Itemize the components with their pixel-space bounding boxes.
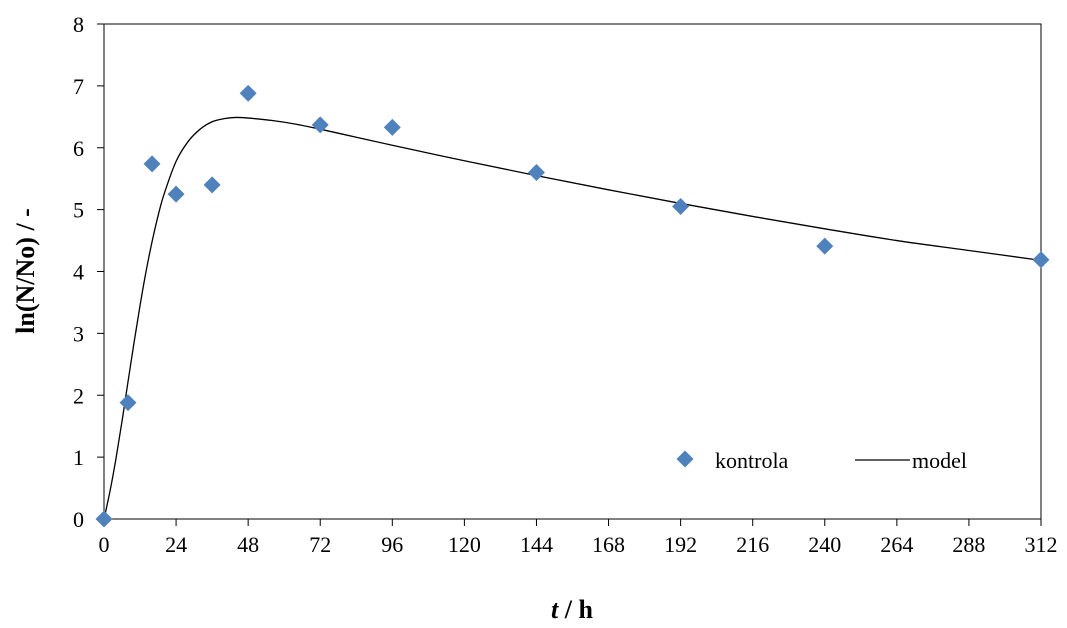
x-tick-label: 192 (664, 532, 697, 557)
data-point-kontrola (672, 198, 690, 216)
data-point-kontrola (527, 164, 545, 181)
x-axis-title: t / h (551, 595, 593, 624)
x-tick-label: 144 (520, 532, 553, 557)
model-line-group (103, 116, 1042, 520)
x-tick-label: 312 (1025, 532, 1058, 557)
x-axis-title-unit: / h (558, 595, 593, 624)
y-tick-label: 8 (73, 12, 84, 37)
data-point-kontrola (1032, 251, 1050, 269)
plot-area-frame (103, 23, 1042, 520)
x-tick-label: 96 (381, 532, 403, 557)
data-point-kontrola (119, 394, 137, 412)
y-axis-ticks: 0 1 2 3 4 5 6 7 8 (73, 12, 104, 532)
y-tick-label: 3 (73, 321, 84, 346)
x-tick-label: 288 (952, 532, 985, 557)
x-tick-label: 264 (880, 532, 913, 557)
y-tick-label: 6 (73, 136, 84, 161)
data-point-kontrola (311, 116, 329, 134)
legend-label-model: model (912, 448, 967, 473)
data-point-kontrola (816, 237, 834, 255)
x-tick-label: 0 (99, 532, 110, 557)
data-point-kontrola (143, 155, 161, 173)
data-point-kontrola (167, 185, 185, 203)
x-tick-label: 240 (808, 532, 841, 557)
legend: kontrola model (676, 448, 967, 473)
y-tick-label: 2 (73, 383, 84, 408)
x-tick-label: 216 (736, 532, 769, 557)
legend-label-kontrola: kontrola (715, 448, 789, 473)
y-tick-label: 5 (73, 198, 84, 223)
x-tick-label: 168 (592, 532, 625, 557)
y-tick-label: 7 (73, 74, 84, 99)
model-line (103, 116, 1042, 520)
data-markers (95, 84, 1050, 528)
y-tick-label: 1 (73, 445, 84, 470)
x-axis-ticks: 0 24 48 72 96 120 144 168 192 216 240 264 288 312 (99, 519, 1058, 557)
data-point-kontrola (95, 510, 113, 528)
data-point-kontrola (239, 84, 257, 102)
y-axis-title: ln(N/No) / - (11, 208, 40, 334)
legend-marker-kontrola (676, 450, 694, 468)
data-point-kontrola (203, 176, 221, 194)
x-tick-label: 48 (237, 532, 259, 557)
data-point-kontrola (383, 118, 401, 136)
x-axis-title-italic: t (551, 595, 559, 624)
y-tick-label: 0 (73, 507, 84, 532)
x-tick-label: 24 (165, 532, 187, 557)
y-tick-label: 4 (73, 260, 84, 285)
x-tick-label: 120 (448, 532, 481, 557)
x-tick-label: 72 (309, 532, 331, 557)
